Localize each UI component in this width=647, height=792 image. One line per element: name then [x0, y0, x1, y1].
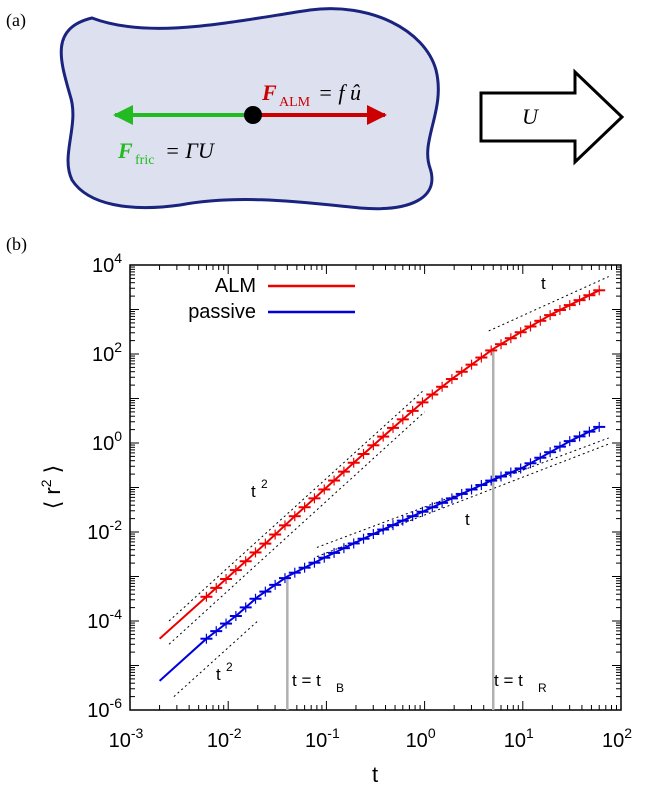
center-dot: [244, 106, 262, 124]
annotation-tB: t = t B: [292, 671, 344, 695]
x-tick-label: 102: [602, 725, 632, 752]
annotation-tR: t = t R: [494, 671, 547, 695]
annotation-t-lower: t: [465, 510, 470, 529]
svg-text:t: t: [251, 482, 256, 501]
series-line-passive: [158, 426, 600, 682]
guide-line: [316, 443, 609, 558]
y-axis-label-text: ⟨ r2 ⟩: [38, 465, 65, 510]
svg-text:2: 2: [261, 477, 268, 491]
tick-labels: 10-3 10-2 10-1 100 101 102 10-6 10-4 10-2 100 102 1…: [87, 250, 632, 752]
x-axis-label: t: [372, 762, 378, 787]
guide-line: [168, 389, 425, 622]
annotation-t2-lower: t 2: [216, 660, 233, 684]
friction-force-label: F fric = ΓU: [117, 138, 216, 168]
svg-text:= ΓU: = ΓU: [165, 138, 216, 163]
annotation-t-upper: t: [541, 274, 546, 293]
svg-text:ALM: ALM: [279, 95, 311, 110]
x-tick-label: 101: [504, 725, 534, 752]
svg-text:t = t: t = t: [292, 671, 321, 690]
svg-text:B: B: [336, 681, 344, 695]
svg-text:F: F: [261, 80, 277, 105]
guide-line: [173, 620, 259, 697]
vertical-markers: [286, 348, 495, 710]
msd-chart: 10-3 10-2 10-1 100 101 102 10-6 10-4 10-2 100 102 1…: [38, 250, 632, 787]
svg-text:t = t: t = t: [494, 671, 523, 690]
alm-force-label: F ALM = f û: [261, 80, 361, 110]
guide-lines: [168, 276, 609, 697]
axis-ticks: [129, 264, 622, 711]
guide-line: [488, 276, 609, 332]
velocity-label: U: [522, 104, 540, 129]
series-line-ALM: [158, 289, 600, 640]
plot-frame: [129, 264, 622, 711]
annotation-t2-upper: t 2: [251, 477, 268, 501]
x-tick-label: 10-3: [109, 725, 144, 752]
svg-text:F: F: [117, 138, 133, 163]
x-tick-label: 100: [406, 725, 436, 752]
legend-label-alm: ALM: [215, 275, 256, 297]
x-tick-label: 10-1: [305, 725, 340, 752]
x-tick-label: 10-2: [207, 725, 242, 752]
svg-text:fric: fric: [135, 153, 154, 168]
y-tick-label: 104: [92, 250, 122, 277]
y-axis-label: ⟨ r2 ⟩: [38, 465, 65, 510]
velocity-arrow: [479, 68, 625, 166]
panel-a-label: (a): [6, 10, 26, 31]
error-bars: [200, 285, 606, 644]
legend: ALM passive: [188, 275, 355, 323]
svg-text:= f û: = f û: [318, 80, 361, 105]
y-tick-label: 102: [92, 339, 122, 366]
y-tick-label: 10-6: [87, 695, 122, 722]
legend-label-passive: passive: [188, 301, 256, 323]
svg-text:R: R: [538, 681, 547, 695]
y-tick-label: 100: [92, 428, 122, 455]
y-tick-label: 10-4: [87, 606, 122, 633]
svg-text:2: 2: [226, 660, 233, 674]
svg-text:t: t: [216, 665, 221, 684]
y-tick-label: 10-2: [87, 517, 122, 544]
panel-b-label: (b): [6, 234, 27, 255]
